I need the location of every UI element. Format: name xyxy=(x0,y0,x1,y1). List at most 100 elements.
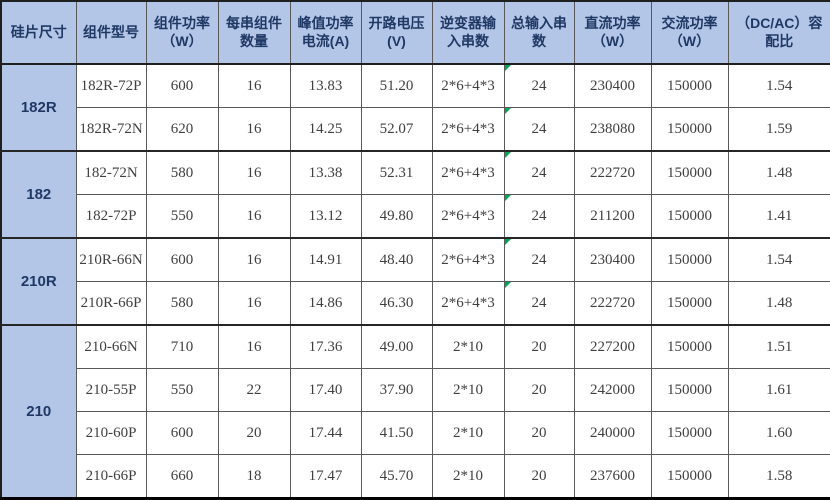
cell-total-strings-value: 24 xyxy=(531,294,547,311)
table-row: 182 182-72N 580 16 13.38 52.31 2*6+4*3 2… xyxy=(0,150,830,239)
col-header-total-strings: 总输入串数 xyxy=(503,0,575,65)
cell-module-power: 550 xyxy=(145,194,219,239)
table-row: 210-60P 600 20 17.44 41.50 2*10 20 24000… xyxy=(1,411,830,455)
cell-module-model: 210-66N xyxy=(75,324,147,369)
table-row: 210R 210R-66N 600 16 14.91 48.40 2*6+4*3… xyxy=(0,237,830,326)
cell-dc-ac-ratio: 1.51 xyxy=(727,324,830,369)
cell-open-voltage: 46.30 xyxy=(360,281,433,326)
cell-total-strings: 24 xyxy=(503,107,575,152)
cell-ac-power: 150000 xyxy=(650,107,729,152)
excel-error-triangle-icon xyxy=(505,65,511,71)
cell-total-strings-value: 24 xyxy=(531,120,547,137)
col-header-modules-per-string: 每串组件数量 xyxy=(217,0,291,65)
cell-peak-current: 13.83 xyxy=(289,63,362,108)
cell-modules-per-string: 20 xyxy=(217,411,291,455)
cell-modules-per-string: 16 xyxy=(217,150,291,195)
cell-open-voltage: 49.80 xyxy=(360,194,433,239)
cell-modules-per-string: 16 xyxy=(217,237,291,282)
cell-dc-ac-ratio: 1.59 xyxy=(727,107,830,152)
col-header-dc-power: 直流功率（W） xyxy=(573,0,652,65)
cell-peak-current: 17.44 xyxy=(289,411,362,455)
cell-module-model: 210-66P xyxy=(75,454,147,499)
col-header-wafer-size: 硅片尺寸 xyxy=(0,0,77,65)
cell-inverter-strings: 2*10 xyxy=(431,324,505,369)
cell-total-strings: 24 xyxy=(503,150,575,195)
cell-total-strings: 20 xyxy=(503,324,575,369)
cell-ac-power: 150000 xyxy=(650,63,729,108)
table-row: 210R-66P 580 16 14.86 46.30 2*6+4*3 24 2… xyxy=(1,281,830,326)
cell-inverter-strings: 2*6+4*3 xyxy=(431,237,505,282)
cell-module-power: 580 xyxy=(145,281,219,326)
table-row: 182-72P 550 16 13.12 49.80 2*6+4*3 24 21… xyxy=(1,194,830,239)
cell-dc-power: 230400 xyxy=(573,237,652,282)
cell-peak-current: 17.40 xyxy=(289,368,362,412)
header-row: 硅片尺寸 组件型号 组件功率（W） 每串组件数量 峰值功率电流(A) 开路电压(… xyxy=(0,0,830,65)
cell-dc-ac-ratio: 1.54 xyxy=(727,237,830,282)
col-header-module-power: 组件功率（W） xyxy=(145,0,219,65)
cell-modules-per-string: 16 xyxy=(217,324,291,369)
cell-wafer-size: 182R xyxy=(0,63,77,152)
cell-module-power: 710 xyxy=(145,324,219,369)
cell-peak-current: 17.36 xyxy=(289,324,362,369)
cell-total-strings-value: 24 xyxy=(531,207,547,224)
cell-module-model: 182-72P xyxy=(75,194,147,239)
cell-open-voltage: 45.70 xyxy=(360,454,433,499)
cell-open-voltage: 49.00 xyxy=(360,324,433,369)
cell-inverter-strings: 2*6+4*3 xyxy=(431,150,505,195)
col-header-ac-power: 交流功率（W） xyxy=(650,0,729,65)
cell-module-model: 182R-72P xyxy=(75,63,147,108)
cell-open-voltage: 37.90 xyxy=(360,368,433,412)
table-row: 182R-72N 620 16 14.25 52.07 2*6+4*3 24 2… xyxy=(1,107,830,152)
table-header: 硅片尺寸 组件型号 组件功率（W） 每串组件数量 峰值功率电流(A) 开路电压(… xyxy=(0,0,830,65)
cell-open-voltage: 51.20 xyxy=(360,63,433,108)
cell-modules-per-string: 16 xyxy=(217,281,291,326)
cell-module-power: 600 xyxy=(145,411,219,455)
cell-module-power: 600 xyxy=(145,237,219,282)
col-header-module-model: 组件型号 xyxy=(75,0,147,65)
cell-total-strings-value: 24 xyxy=(531,251,547,268)
cell-module-power: 600 xyxy=(145,63,219,108)
cell-total-strings: 20 xyxy=(503,454,575,499)
excel-error-triangle-icon xyxy=(505,239,511,245)
cell-ac-power: 150000 xyxy=(650,194,729,239)
cell-dc-power: 227200 xyxy=(573,324,652,369)
cell-dc-ac-ratio: 1.48 xyxy=(727,150,830,195)
cell-module-power: 550 xyxy=(145,368,219,412)
table-row: 210 210-66N 710 16 17.36 49.00 2*10 20 2… xyxy=(0,324,830,499)
cell-dc-power: 230400 xyxy=(573,63,652,108)
cell-peak-current: 13.38 xyxy=(289,150,362,195)
cell-dc-power: 240000 xyxy=(573,411,652,455)
cell-module-model: 210-55P xyxy=(75,368,147,412)
cell-wafer-size: 210 xyxy=(0,324,77,499)
cell-dc-power: 222720 xyxy=(573,281,652,326)
cell-dc-ac-ratio: 1.61 xyxy=(727,368,830,412)
cell-open-voltage: 48.40 xyxy=(360,237,433,282)
cell-inverter-strings: 2*10 xyxy=(431,454,505,499)
cell-module-power: 620 xyxy=(145,107,219,152)
cell-total-strings-value: 24 xyxy=(531,77,547,94)
cell-ac-power: 150000 xyxy=(650,237,729,282)
cell-dc-power: 238080 xyxy=(573,107,652,152)
cell-modules-per-string: 22 xyxy=(217,368,291,412)
cell-dc-power: 242000 xyxy=(573,368,652,412)
cell-wafer-size: 182 xyxy=(0,150,77,239)
cell-ac-power: 150000 xyxy=(650,411,729,455)
cell-peak-current: 17.47 xyxy=(289,454,362,499)
excel-error-triangle-icon xyxy=(505,282,511,288)
cell-modules-per-string: 18 xyxy=(217,454,291,499)
excel-error-triangle-icon xyxy=(505,195,511,201)
cell-inverter-strings: 2*6+4*3 xyxy=(431,281,505,326)
cell-ac-power: 150000 xyxy=(650,281,729,326)
cell-inverter-strings: 2*10 xyxy=(431,411,505,455)
cell-total-strings: 24 xyxy=(503,194,575,239)
cell-dc-ac-ratio: 1.41 xyxy=(727,194,830,239)
cell-total-strings: 24 xyxy=(503,63,575,108)
table-body: 182R 182R-72P 600 16 13.83 51.20 2*6+4*3… xyxy=(0,63,830,499)
table-row: 210-55P 550 22 17.40 37.90 2*10 20 24200… xyxy=(1,368,830,412)
col-header-dc-ac-ratio: （DC/AC）容配比 xyxy=(727,0,830,65)
cell-module-model: 182R-72N xyxy=(75,107,147,152)
cell-modules-per-string: 16 xyxy=(217,107,291,152)
cell-dc-ac-ratio: 1.60 xyxy=(727,411,830,455)
cell-ac-power: 150000 xyxy=(650,150,729,195)
